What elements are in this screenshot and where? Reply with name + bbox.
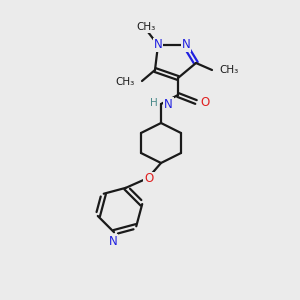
Text: O: O <box>144 172 154 185</box>
Text: N: N <box>164 98 173 110</box>
Text: CH₃: CH₃ <box>136 22 156 32</box>
Text: CH₃: CH₃ <box>219 65 238 75</box>
Text: N: N <box>109 235 117 248</box>
Text: N: N <box>154 38 162 52</box>
Text: CH₃: CH₃ <box>116 77 135 87</box>
Text: H: H <box>150 98 158 108</box>
Text: O: O <box>200 95 209 109</box>
Text: N: N <box>182 38 190 52</box>
